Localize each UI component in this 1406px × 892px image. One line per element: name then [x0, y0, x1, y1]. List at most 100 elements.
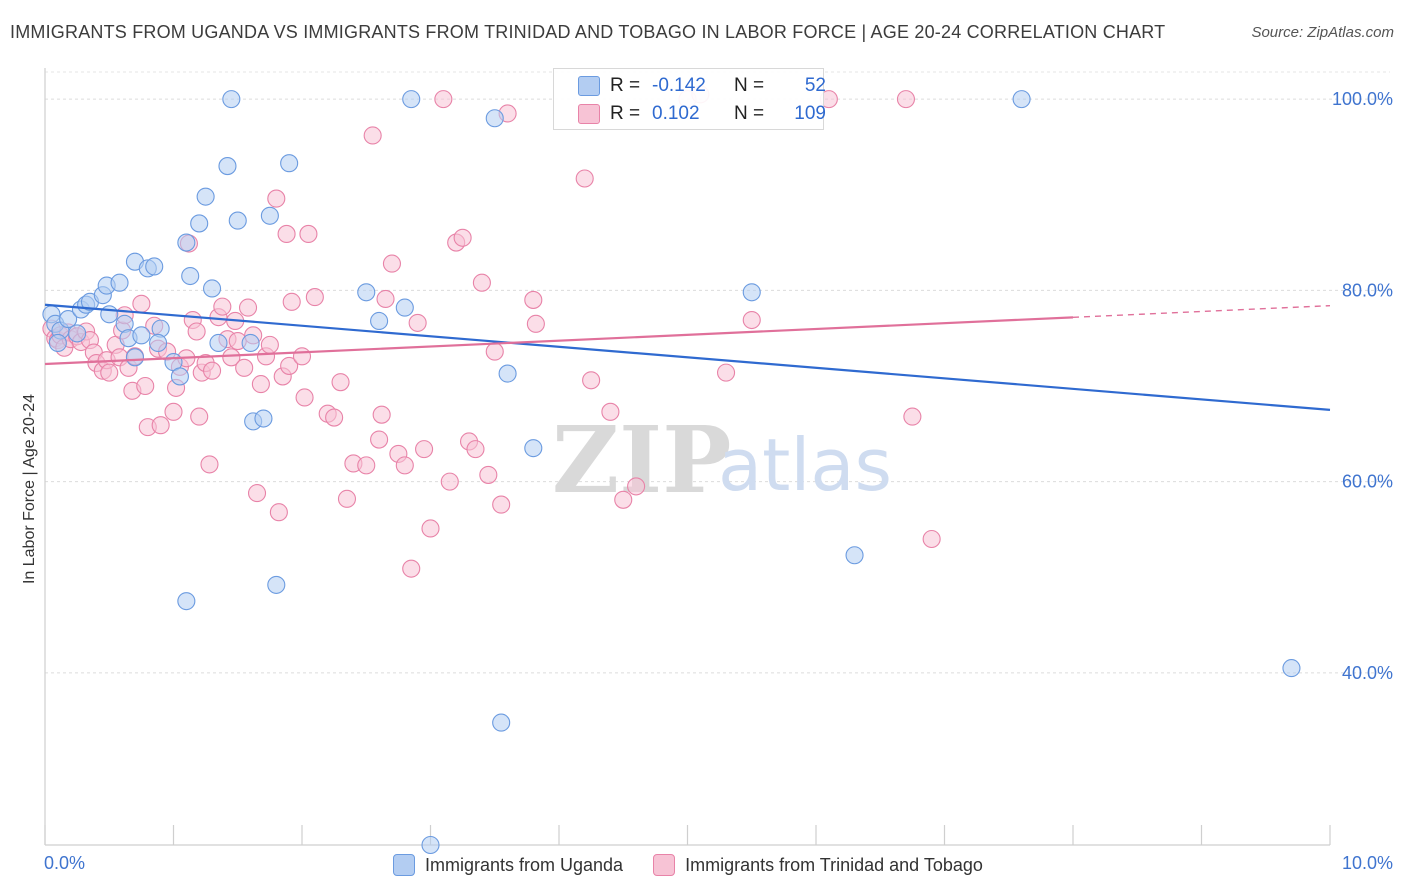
data-point-uganda	[370, 311, 389, 331]
data-point-trinidad	[331, 373, 350, 392]
y-axis-label: In Labor Force | Age 20-24	[21, 393, 38, 585]
stats-swatch-trinidad	[578, 104, 600, 124]
stats-row-trinidad: R = 0.102 N = 109	[578, 100, 826, 128]
data-point-trinidad	[247, 484, 267, 503]
chart-legend: Immigrants from Uganda Immigrants from T…	[393, 852, 983, 878]
data-point-uganda	[100, 305, 119, 324]
data-point-uganda	[1012, 90, 1031, 109]
data-point-trinidad	[453, 228, 472, 247]
source-note: Source: ZipAtlas.com	[1251, 24, 1394, 41]
data-point-uganda	[498, 364, 517, 383]
data-point-trinidad	[614, 490, 633, 509]
data-point-trinidad	[524, 290, 543, 309]
trend-line-uganda	[44, 303, 1331, 412]
data-point-trinidad	[896, 90, 916, 109]
data-point-trinidad	[269, 503, 288, 522]
data-point-trinidad	[415, 440, 434, 459]
data-point-trinidad	[357, 456, 376, 475]
data-point-trinidad	[292, 347, 312, 366]
x-tick-label: 10.0%	[1342, 853, 1393, 873]
data-point-uganda	[1282, 659, 1301, 678]
stats-legend: R = -0.142 N = 52 R = 0.102 N = 109	[553, 68, 826, 130]
data-point-trinidad	[370, 430, 389, 449]
data-point-trinidad	[903, 407, 922, 426]
data-point-trinidad	[485, 342, 504, 361]
data-point-uganda	[190, 214, 209, 233]
data-point-uganda	[177, 233, 196, 252]
y-tick-label: 40.0%	[1342, 663, 1393, 683]
stats-n-label: N =	[734, 103, 765, 124]
legend-swatch-uganda	[393, 854, 415, 876]
data-point-trinidad	[376, 289, 395, 309]
data-point-trinidad	[434, 90, 453, 109]
data-point-trinidad	[299, 224, 318, 244]
data-point-uganda	[149, 333, 168, 353]
stats-n-value: 109	[794, 103, 826, 124]
y-axis-label-wrap: In Labor Force | Age 20-24	[10, 360, 50, 620]
data-point-trinidad	[479, 465, 498, 484]
data-point-uganda	[68, 324, 87, 343]
data-point-trinidad	[238, 298, 258, 317]
data-point-trinidad	[372, 405, 391, 424]
data-point-uganda	[222, 90, 241, 109]
legend-item-uganda[interactable]: Immigrants from Uganda	[393, 854, 623, 876]
y-tick-label: 80.0%	[1342, 280, 1393, 300]
data-point-trinidad	[235, 358, 254, 377]
watermark-atlas: atlas	[718, 423, 892, 507]
data-point-uganda	[177, 592, 196, 611]
data-point-trinidad	[402, 559, 421, 578]
stats-r-value: 0.102	[652, 103, 700, 124]
data-point-uganda	[145, 257, 164, 276]
data-point-trinidad	[408, 313, 427, 332]
data-point-trinidad	[627, 477, 646, 496]
data-point-uganda	[485, 109, 504, 128]
data-point-trinidad	[305, 288, 324, 307]
data-point-trinidad	[164, 402, 183, 421]
stats-n-label: N =	[734, 75, 765, 96]
data-point-trinidad	[325, 408, 344, 427]
data-point-trinidad	[466, 440, 485, 459]
data-point-trinidad	[716, 363, 736, 382]
data-point-uganda	[524, 439, 543, 458]
data-point-uganda	[218, 157, 237, 176]
data-point-uganda	[395, 298, 414, 317]
data-point-trinidad	[472, 273, 491, 292]
data-point-uganda	[280, 154, 299, 173]
data-point-trinidad	[277, 224, 296, 244]
data-point-uganda	[260, 206, 279, 225]
data-point-uganda	[228, 211, 247, 230]
data-point-trinidad	[526, 314, 545, 333]
data-point-uganda	[402, 90, 421, 109]
trend-lines	[44, 303, 1331, 412]
data-point-trinidad	[213, 297, 232, 316]
data-point-trinidad	[742, 310, 761, 330]
data-point-trinidad	[200, 455, 219, 474]
data-point-uganda	[203, 279, 222, 298]
data-point-trinidad	[203, 361, 222, 380]
stats-n-value: 52	[804, 75, 826, 96]
legend-item-trinidad[interactable]: Immigrants from Trinidad and Tobago	[653, 854, 983, 876]
data-point-trinidad	[922, 529, 941, 549]
data-point-uganda	[241, 333, 260, 353]
trend-line-trinidad-dashed	[1072, 304, 1331, 319]
data-point-trinidad	[222, 348, 241, 367]
data-point-uganda	[125, 348, 144, 367]
stats-swatch-uganda	[578, 76, 600, 96]
x-tick-label: 0.0%	[44, 853, 85, 873]
stats-r-value: -0.142	[652, 75, 706, 96]
y-tick-label: 100.0%	[1332, 89, 1393, 109]
data-point-trinidad	[100, 363, 119, 382]
data-point-trinidad	[251, 375, 270, 394]
series-uganda-points	[42, 90, 1301, 855]
data-point-trinidad	[395, 456, 414, 475]
data-point-uganda	[845, 546, 864, 565]
stats-row-uganda: R = -0.142 N = 52	[578, 72, 826, 100]
data-point-uganda	[492, 713, 511, 732]
data-point-uganda	[742, 283, 761, 302]
stats-r-label: R =	[610, 75, 641, 96]
data-point-trinidad	[440, 472, 459, 491]
data-point-trinidad	[382, 254, 402, 273]
data-point-uganda	[170, 367, 189, 386]
data-point-trinidad	[582, 371, 601, 390]
